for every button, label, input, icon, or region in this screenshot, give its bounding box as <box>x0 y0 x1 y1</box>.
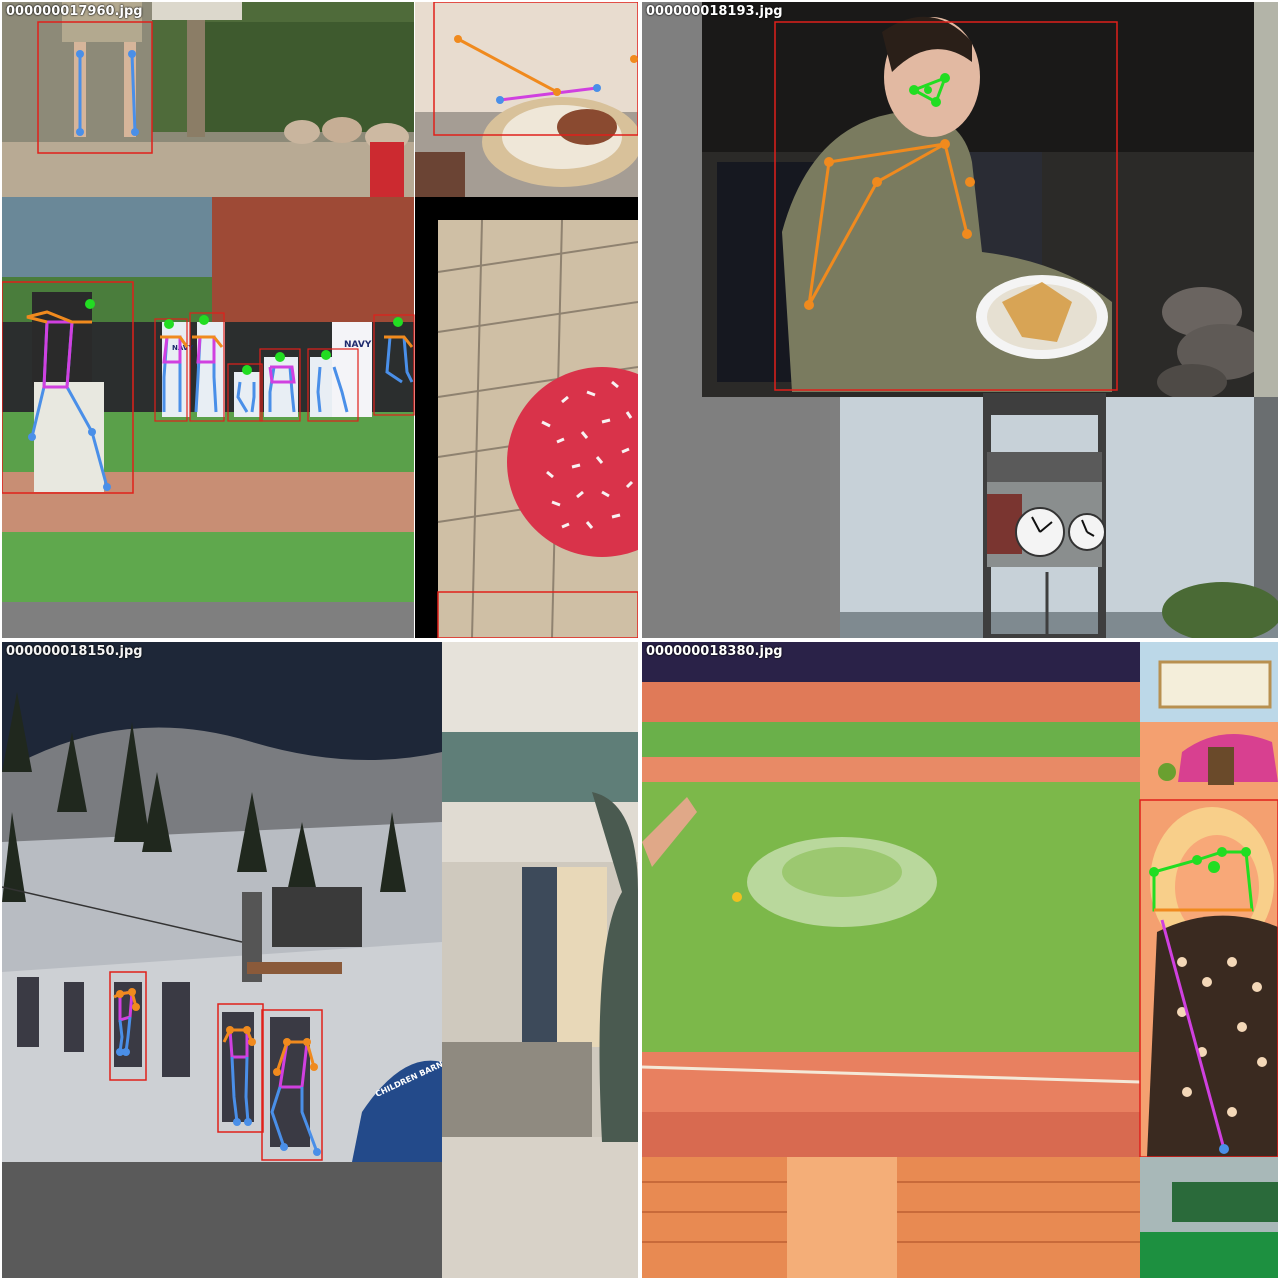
mosaic-top-right: 000000018193.jpg <box>642 2 1278 638</box>
mosaic-top-left-image: NAVY NAVY <box>2 2 638 638</box>
mosaic-bottom-right: 000000018380.jpg <box>642 642 1278 1278</box>
image-filename-label: 000000018193.jpg <box>646 4 783 19</box>
mosaic-top-right-image <box>642 2 1278 638</box>
image-filename-label: 000000017960.jpg <box>6 4 143 19</box>
navy-jersey-text-1: NAVY <box>344 340 372 350</box>
navy-jersey-text-2: NAVY <box>172 344 194 352</box>
mosaic-bottom-right-image <box>642 642 1278 1278</box>
mosaic-top-left: NAVY NAVY <box>2 2 638 638</box>
mosaic-bottom-left-image: CHILDREN BARN <box>2 642 638 1278</box>
mosaic-bottom-left: CHILDREN BARN <box>2 642 638 1278</box>
image-filename-label: 000000018150.jpg <box>6 644 143 659</box>
image-filename-label: 000000018380.jpg <box>646 644 783 659</box>
